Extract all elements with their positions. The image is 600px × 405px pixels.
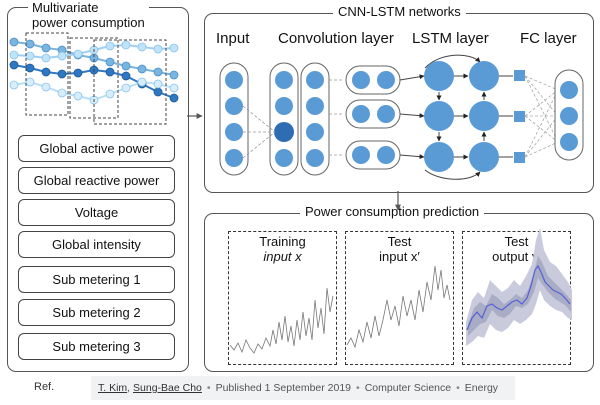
feature-label: Sub metering 2 [52, 305, 141, 320]
citation-meta: T. Kim, Sung-Bae Cho • Published 1 Septe… [91, 376, 515, 400]
feature-label: Global reactive power [33, 173, 160, 188]
author-link-2[interactable]: Sung-Bae Cho [133, 382, 202, 394]
features-title-line1: Multivariate [32, 0, 99, 15]
test-output-label-line1: Test [504, 234, 529, 249]
test-output-label: Test output y′ [463, 234, 570, 264]
author-link-1[interactable]: T. Kim [98, 382, 128, 394]
author-separator-comma: , [127, 382, 134, 394]
network-title: CNN-LSTM networks [333, 4, 466, 19]
feature-label: Voltage [74, 205, 119, 220]
layer-label-fc: FC layer [520, 30, 577, 47]
test-input-box: Test input x′ [345, 231, 454, 365]
features-title-line2: power consumption [32, 15, 145, 30]
test-input-label-line1: Test [387, 234, 412, 249]
feature-label: Global active power [39, 141, 154, 156]
feature-global-active-power: Global active power [18, 135, 175, 162]
citation-footer: Ref. T. Kim, Sung-Bae Cho • Published 1 … [0, 373, 600, 405]
layer-label-lstm: LSTM layer [412, 30, 489, 47]
separator-dot: • [356, 382, 360, 394]
feature-sub-metering-1: Sub metering 1 [18, 266, 175, 293]
network-diagram [219, 54, 584, 180]
training-label-line2: input x [263, 249, 302, 264]
cnn-lstm-panel [204, 13, 594, 193]
feature-label: Global intensity [52, 237, 141, 252]
test-output-label-line2: output y′ [492, 249, 541, 264]
features-title: Multivariate power consumption [28, 0, 149, 30]
layer-label-input: Input [216, 30, 250, 47]
feature-global-reactive-power: Global reactive power [18, 167, 175, 194]
separator-dot: • [206, 382, 211, 394]
training-label: Training input x [229, 234, 336, 264]
field-tag-2[interactable]: Energy [464, 382, 499, 394]
published-date: Published 1 September 2019 [215, 382, 352, 394]
test-input-label-line2: input x′ [379, 249, 420, 264]
layer-label-convolution: Convolution layer [278, 30, 394, 47]
prediction-series [229, 228, 572, 354]
separator-dot: • [456, 382, 460, 394]
training-input-box: Training input x [228, 231, 337, 365]
feature-sub-metering-3: Sub metering 3 [18, 333, 175, 360]
prediction-title: Power consumption prediction [300, 204, 485, 219]
test-input-label: Test input x′ [346, 234, 453, 264]
feature-voltage: Voltage [18, 199, 175, 226]
training-label-line1: Training [259, 234, 306, 249]
multivariate-series-illustration [9, 32, 179, 125]
feature-global-intensity: Global intensity [18, 231, 175, 258]
field-tag-1[interactable]: Computer Science [364, 382, 452, 394]
feature-label: Sub metering 3 [52, 339, 141, 354]
ref-label: Ref. [34, 381, 55, 393]
feature-sub-metering-2: Sub metering 2 [18, 299, 175, 326]
feature-label: Sub metering 1 [52, 272, 141, 287]
